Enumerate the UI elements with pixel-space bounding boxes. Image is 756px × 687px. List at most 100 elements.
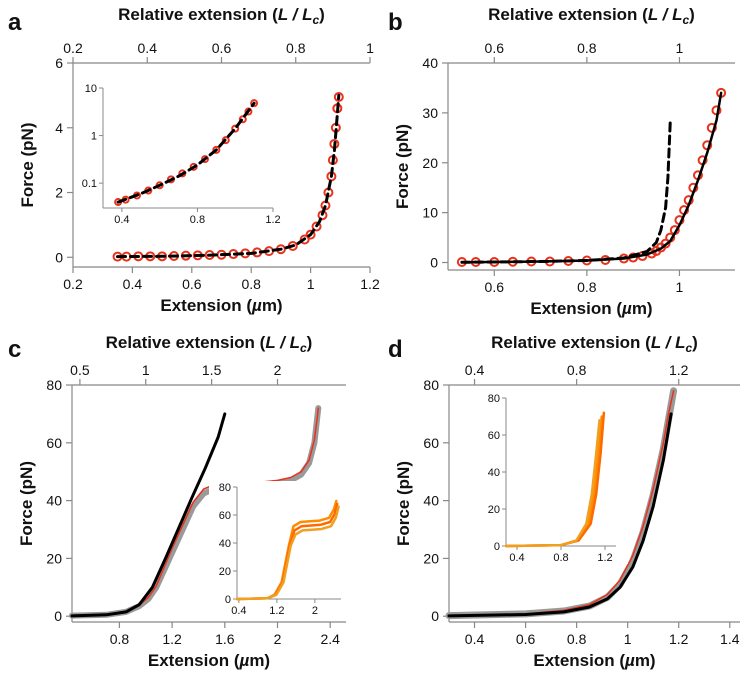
x-tick-label: 1.6 xyxy=(215,631,235,647)
axis-label-text: Relative extension ( xyxy=(118,5,278,24)
panel-d: d 0.4 0.8 1.2 Relative extension (L / Lc) 0.4… xyxy=(388,333,740,670)
inset-background xyxy=(478,392,628,564)
y-tick-label: 0 xyxy=(430,255,438,271)
x-axis-title: Extension (µm) xyxy=(148,651,270,670)
x-tick-label: 0.8 xyxy=(577,279,597,295)
x-tick-label: 1 xyxy=(307,276,315,292)
y-tick-label: 6 xyxy=(55,55,63,71)
x-tick-label: 0.4 xyxy=(123,276,143,292)
x-tick-label: 0.2 xyxy=(63,276,83,292)
series-line xyxy=(504,418,601,548)
inset-x-tick-label: 0.8 xyxy=(190,214,205,226)
axis-label-var: L / L xyxy=(651,333,686,352)
x-tick-label: 1.2 xyxy=(669,631,689,647)
inset-y-tick-label: 20 xyxy=(488,504,500,516)
series-line xyxy=(460,121,672,264)
inset-x-tick-label: 0.4 xyxy=(509,552,524,564)
panel-letter: c xyxy=(8,336,21,363)
top-tick-label: 0.2 xyxy=(63,40,83,56)
series-line xyxy=(116,101,256,204)
inset-y-tick-label: 60 xyxy=(488,430,500,442)
inset-y-tick-label: 40 xyxy=(219,538,231,550)
inset-y-tick-label: 1 xyxy=(91,131,97,143)
x-tick-label: 2 xyxy=(274,631,282,647)
data-point xyxy=(305,229,316,240)
y-axis-title: Force (pN) xyxy=(393,124,412,209)
x-tick-label: 0.6 xyxy=(485,279,505,295)
top-tick-label: 0.4 xyxy=(465,362,485,378)
axis-label-mu: µ xyxy=(239,651,250,670)
y-tick-label: 2 xyxy=(55,185,63,201)
axis-label-text: m) xyxy=(632,299,653,318)
y-tick-label: 80 xyxy=(46,377,62,393)
axis-label-text: m) xyxy=(262,296,283,315)
inset-y-tick-label: 20 xyxy=(219,566,231,578)
x-tick-label: 1 xyxy=(676,279,684,295)
y-tick-label: 4 xyxy=(55,120,63,136)
top-tick-label: 1 xyxy=(676,40,684,56)
data-point xyxy=(660,238,671,249)
data-point xyxy=(706,122,717,133)
top-tick-label: 0.8 xyxy=(567,362,587,378)
series-line xyxy=(447,412,673,618)
inset-background xyxy=(209,481,353,617)
top-tick-label: 2 xyxy=(274,362,282,378)
top-tick-label: 0.8 xyxy=(286,40,306,56)
top-axis-title: Relative extension (L / Lc) xyxy=(118,5,325,27)
axis-label-var: L / L xyxy=(265,333,300,352)
data-point xyxy=(311,221,322,232)
series-line xyxy=(235,505,340,601)
data-point xyxy=(333,92,344,102)
top-tick-label: 0.5 xyxy=(70,362,90,378)
y-tick-label: 40 xyxy=(46,493,62,509)
top-tick-label: 0.4 xyxy=(138,40,158,56)
top-tick-label: 1 xyxy=(142,362,150,378)
x-tick-label: 1.2 xyxy=(162,631,182,647)
axis-label-text: Extension ( xyxy=(530,299,622,318)
axis-label-close: ) xyxy=(307,333,313,352)
x-tick-label: 0.8 xyxy=(110,631,130,647)
x-tick-label: 0.4 xyxy=(465,631,485,647)
inset-y-tick-label: 40 xyxy=(488,467,500,479)
panel-letter: b xyxy=(388,9,403,36)
x-tick-label: 0.8 xyxy=(241,276,261,292)
x-axis-title: Extension (µm) xyxy=(530,299,652,318)
inset-x-tick-label: 0.4 xyxy=(114,214,129,226)
data-point xyxy=(212,145,221,154)
panel-b: b 0.6 0.8 1 Relative extension (L / Lc) 0.6 0.… xyxy=(388,5,735,318)
top-tick-label: 0.6 xyxy=(485,40,505,56)
axis-label-sub: c xyxy=(685,341,692,355)
axis-label-text: Relative extension ( xyxy=(488,5,648,24)
inset-y-tick-label: 0.1 xyxy=(82,178,97,190)
axis-label-text: Relative extension ( xyxy=(491,333,651,352)
data-point xyxy=(299,234,310,245)
y-tick-label: 40 xyxy=(422,55,438,71)
inset-x-tick-label: 1.2 xyxy=(269,605,284,617)
x-tick-label: 1 xyxy=(624,631,632,647)
inset-x-tick-label: 0.4 xyxy=(231,605,246,617)
axis-label-mu: µ xyxy=(251,296,262,315)
axis-label-text: m) xyxy=(635,651,656,670)
inset-x-tick-label: 1.2 xyxy=(597,552,612,564)
data-point xyxy=(238,115,247,124)
top-tick-label: 0.8 xyxy=(577,40,597,56)
y-tick-label: 80 xyxy=(423,377,439,393)
y-tick-label: 10 xyxy=(422,205,438,221)
data-point xyxy=(231,124,240,133)
data-point xyxy=(221,136,230,145)
axis-label-text: Relative extension ( xyxy=(106,333,266,352)
y-tick-label: 0 xyxy=(431,608,439,624)
inset-x-tick-label: 2 xyxy=(312,605,318,617)
inset-a: 0.4 0.8 1.2 0.1 1 10 xyxy=(75,82,285,226)
inset-y-tick-label: 80 xyxy=(488,393,500,405)
y-axis-title: Force (pN) xyxy=(17,461,36,546)
x-tick-label: 1.2 xyxy=(360,276,380,292)
axis-label-text: m) xyxy=(249,651,270,670)
axis-label-text: Extension ( xyxy=(148,651,240,670)
inset-y-tick-label: 60 xyxy=(219,510,231,522)
series-line xyxy=(70,412,227,618)
y-axis-title: Force (pN) xyxy=(18,123,37,208)
inset-y-tick-label: 10 xyxy=(85,83,97,95)
axis-label-text: Extension ( xyxy=(533,651,625,670)
